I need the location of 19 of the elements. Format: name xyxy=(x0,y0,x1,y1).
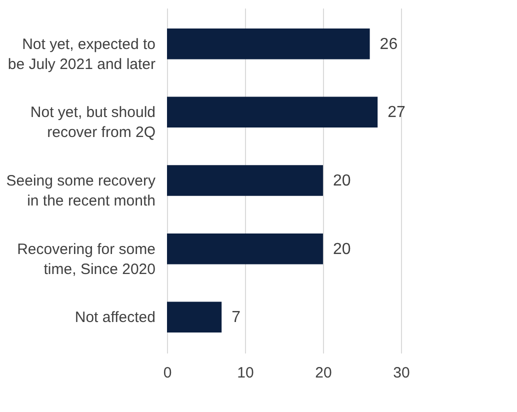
bar xyxy=(167,28,370,60)
x-tick-label: 0 xyxy=(163,364,172,382)
y-tick-label: Not affected xyxy=(74,309,156,326)
bar xyxy=(167,233,323,264)
bar xyxy=(167,165,323,196)
y-tick-label: Recovering for some time, Since 2020 xyxy=(17,240,156,278)
bar xyxy=(167,96,378,128)
data-label: 26 xyxy=(380,36,398,53)
y-tick-label: Seeing some recovery in the recent month xyxy=(6,172,156,210)
y-tick-label: Not yet, expected to be July 2021 and later xyxy=(8,36,156,73)
data-label: 20 xyxy=(333,240,351,258)
data-label: 27 xyxy=(388,104,406,122)
x-tick-label: 10 xyxy=(237,364,254,382)
x-tick-label: 30 xyxy=(393,364,410,382)
x-tick-label: 20 xyxy=(315,364,332,382)
data-label: 20 xyxy=(333,172,351,190)
data-label: 7 xyxy=(232,309,241,326)
y-tick-label: Not yet, but should recover from 2Q xyxy=(30,104,156,142)
bar xyxy=(167,302,222,333)
